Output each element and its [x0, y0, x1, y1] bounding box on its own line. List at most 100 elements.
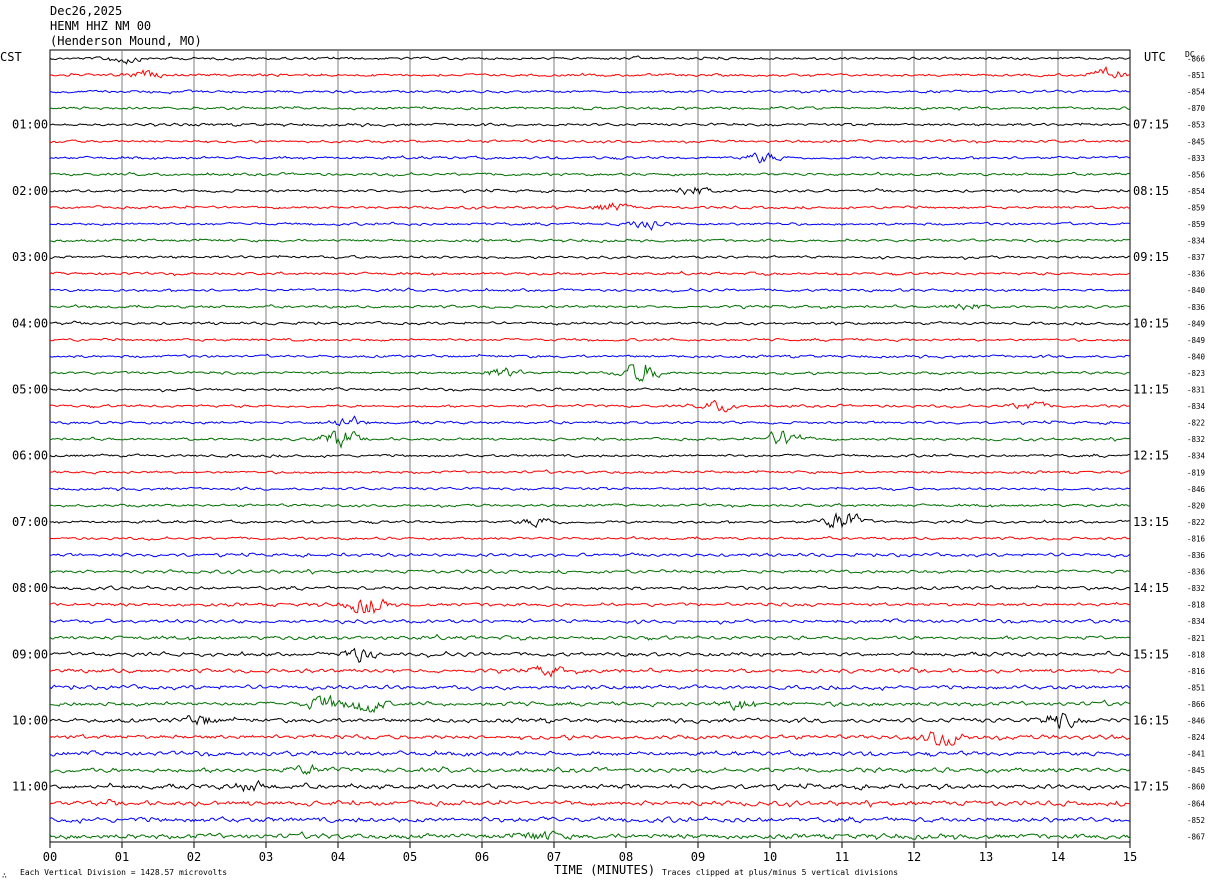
dc-offset-label: -859: [1187, 220, 1205, 229]
dc-offset-label: -816: [1187, 667, 1206, 676]
dc-offset-label: -816: [1187, 534, 1206, 543]
seismic-trace: [49, 171, 1131, 177]
dc-offset-label: -852: [1187, 816, 1205, 825]
seismic-trace: [49, 749, 1131, 757]
cst-hour-label: 08:00: [12, 581, 48, 595]
dc-offset-label: -859: [1187, 203, 1205, 212]
seismic-trace: [49, 763, 1131, 776]
dc-offset-label: -866: [1187, 700, 1206, 709]
seismic-trace: [49, 238, 1131, 243]
dc-offset-label: -840: [1187, 286, 1206, 295]
dc-offset-label: -831: [1187, 386, 1205, 395]
seismic-trace: [49, 186, 1131, 196]
cst-hour-label: 03:00: [12, 250, 48, 264]
dc-offset-label: -819: [1187, 468, 1205, 477]
x-tick-label: 00: [43, 850, 57, 864]
seismic-trace: [49, 568, 1131, 575]
dc-offset-label: -823: [1187, 369, 1205, 378]
dc-offset-label: -836: [1187, 303, 1206, 312]
left-zone-label: CST: [0, 50, 22, 64]
x-tick-label: 15: [1123, 850, 1137, 864]
dc-offset-label: -845: [1187, 766, 1205, 775]
dc-offset-label: -834: [1187, 237, 1206, 246]
x-tick-label: 13: [979, 850, 993, 864]
seismic-trace: [49, 830, 1131, 841]
x-tick-label: 12: [907, 850, 921, 864]
x-tick-label: 08: [619, 850, 633, 864]
dc-offset-label: -834: [1187, 452, 1206, 461]
dc-offset-label: -818: [1187, 601, 1206, 610]
utc-hour-label: 07:15: [1133, 118, 1169, 132]
seismic-trace: [49, 202, 1131, 212]
x-tick-label: 01: [115, 850, 129, 864]
dc-column-label: DC: [1185, 50, 1195, 59]
seismic-trace: [49, 633, 1131, 641]
dc-offset-label: -867: [1187, 832, 1205, 841]
dc-offset-label: -836: [1187, 551, 1206, 560]
cst-hour-label: 11:00: [12, 780, 48, 794]
seismic-trace: [49, 138, 1131, 144]
cst-hour-label: 07:00: [12, 515, 48, 529]
x-tick-label: 02: [187, 850, 201, 864]
seismic-trace: [49, 399, 1131, 413]
dc-offset-label: -849: [1187, 336, 1205, 345]
seismic-trace: [49, 598, 1131, 615]
seismic-trace: [49, 320, 1131, 326]
dc-offset-label: -834: [1187, 402, 1206, 411]
clipping-note: Traces clipped at plus/minus 5 vertical …: [662, 868, 898, 877]
seismic-trace: [49, 618, 1131, 625]
cst-hour-label: 05:00: [12, 383, 48, 397]
seismic-trace: [49, 552, 1131, 558]
dc-offset-label: -834: [1187, 617, 1206, 626]
seismic-trace: [49, 337, 1131, 343]
utc-hour-label: 09:15: [1133, 250, 1169, 264]
utc-hour-label: 08:15: [1133, 184, 1169, 198]
seismic-trace: [49, 511, 1130, 529]
seismic-trace: [49, 122, 1131, 128]
dc-offset-label: -851: [1187, 71, 1205, 80]
x-tick-label: 06: [475, 850, 489, 864]
seismic-trace: [49, 469, 1131, 475]
dc-offset-label: -818: [1187, 650, 1206, 659]
dc-offset-label: -864: [1187, 799, 1206, 808]
label-layer: CST UTC DC TIME (MINUTES) Each Vertical …: [0, 50, 1206, 880]
utc-hour-label: 17:15: [1133, 780, 1169, 794]
dc-offset-label: -866: [1187, 55, 1206, 64]
seismic-trace: [49, 89, 1131, 95]
cst-hour-label: 10:00: [12, 714, 48, 728]
seismic-trace: [49, 453, 1130, 459]
utc-hour-label: 10:15: [1133, 316, 1169, 330]
plot-frame: [49, 49, 1131, 843]
seismic-trace: [49, 55, 1131, 65]
dc-offset-label: -832: [1187, 584, 1205, 593]
x-tick-label: 14: [1051, 850, 1065, 864]
vertical-division-note: Each Vertical Division = 1428.57 microvo…: [20, 868, 227, 877]
seismic-trace: [49, 647, 1131, 663]
dc-offset-label: -853: [1187, 121, 1205, 130]
x-tick-label: 10: [763, 850, 777, 864]
seismic-trace: [49, 816, 1131, 825]
seismic-trace: [49, 712, 1131, 729]
x-tick-label: 04: [331, 850, 345, 864]
dc-offset-label: -851: [1187, 683, 1205, 692]
cst-hour-label: 01:00: [12, 118, 48, 132]
seismic-trace: [49, 683, 1131, 691]
dc-offset-label: -836: [1187, 270, 1206, 279]
utc-hour-label: 12:15: [1133, 449, 1169, 463]
cst-hour-label: 04:00: [12, 316, 48, 330]
dc-offset-label: -846: [1187, 485, 1206, 494]
dc-offset-label: -836: [1187, 568, 1206, 577]
seismic-trace: [49, 303, 1131, 311]
seismic-trace: [49, 105, 1131, 111]
seismic-trace: [49, 287, 1131, 293]
dc-offset-label: -832: [1187, 435, 1205, 444]
seismic-trace: [49, 486, 1131, 492]
dc-offset-label: -856: [1187, 170, 1206, 179]
dc-offset-label: -870: [1187, 104, 1206, 113]
seismic-trace: [49, 66, 1131, 79]
x-tick-label: 09: [691, 850, 705, 864]
utc-hour-label: 15:15: [1133, 647, 1169, 661]
dc-offset-label: -845: [1187, 137, 1205, 146]
dc-offset-label: -841: [1187, 750, 1205, 759]
